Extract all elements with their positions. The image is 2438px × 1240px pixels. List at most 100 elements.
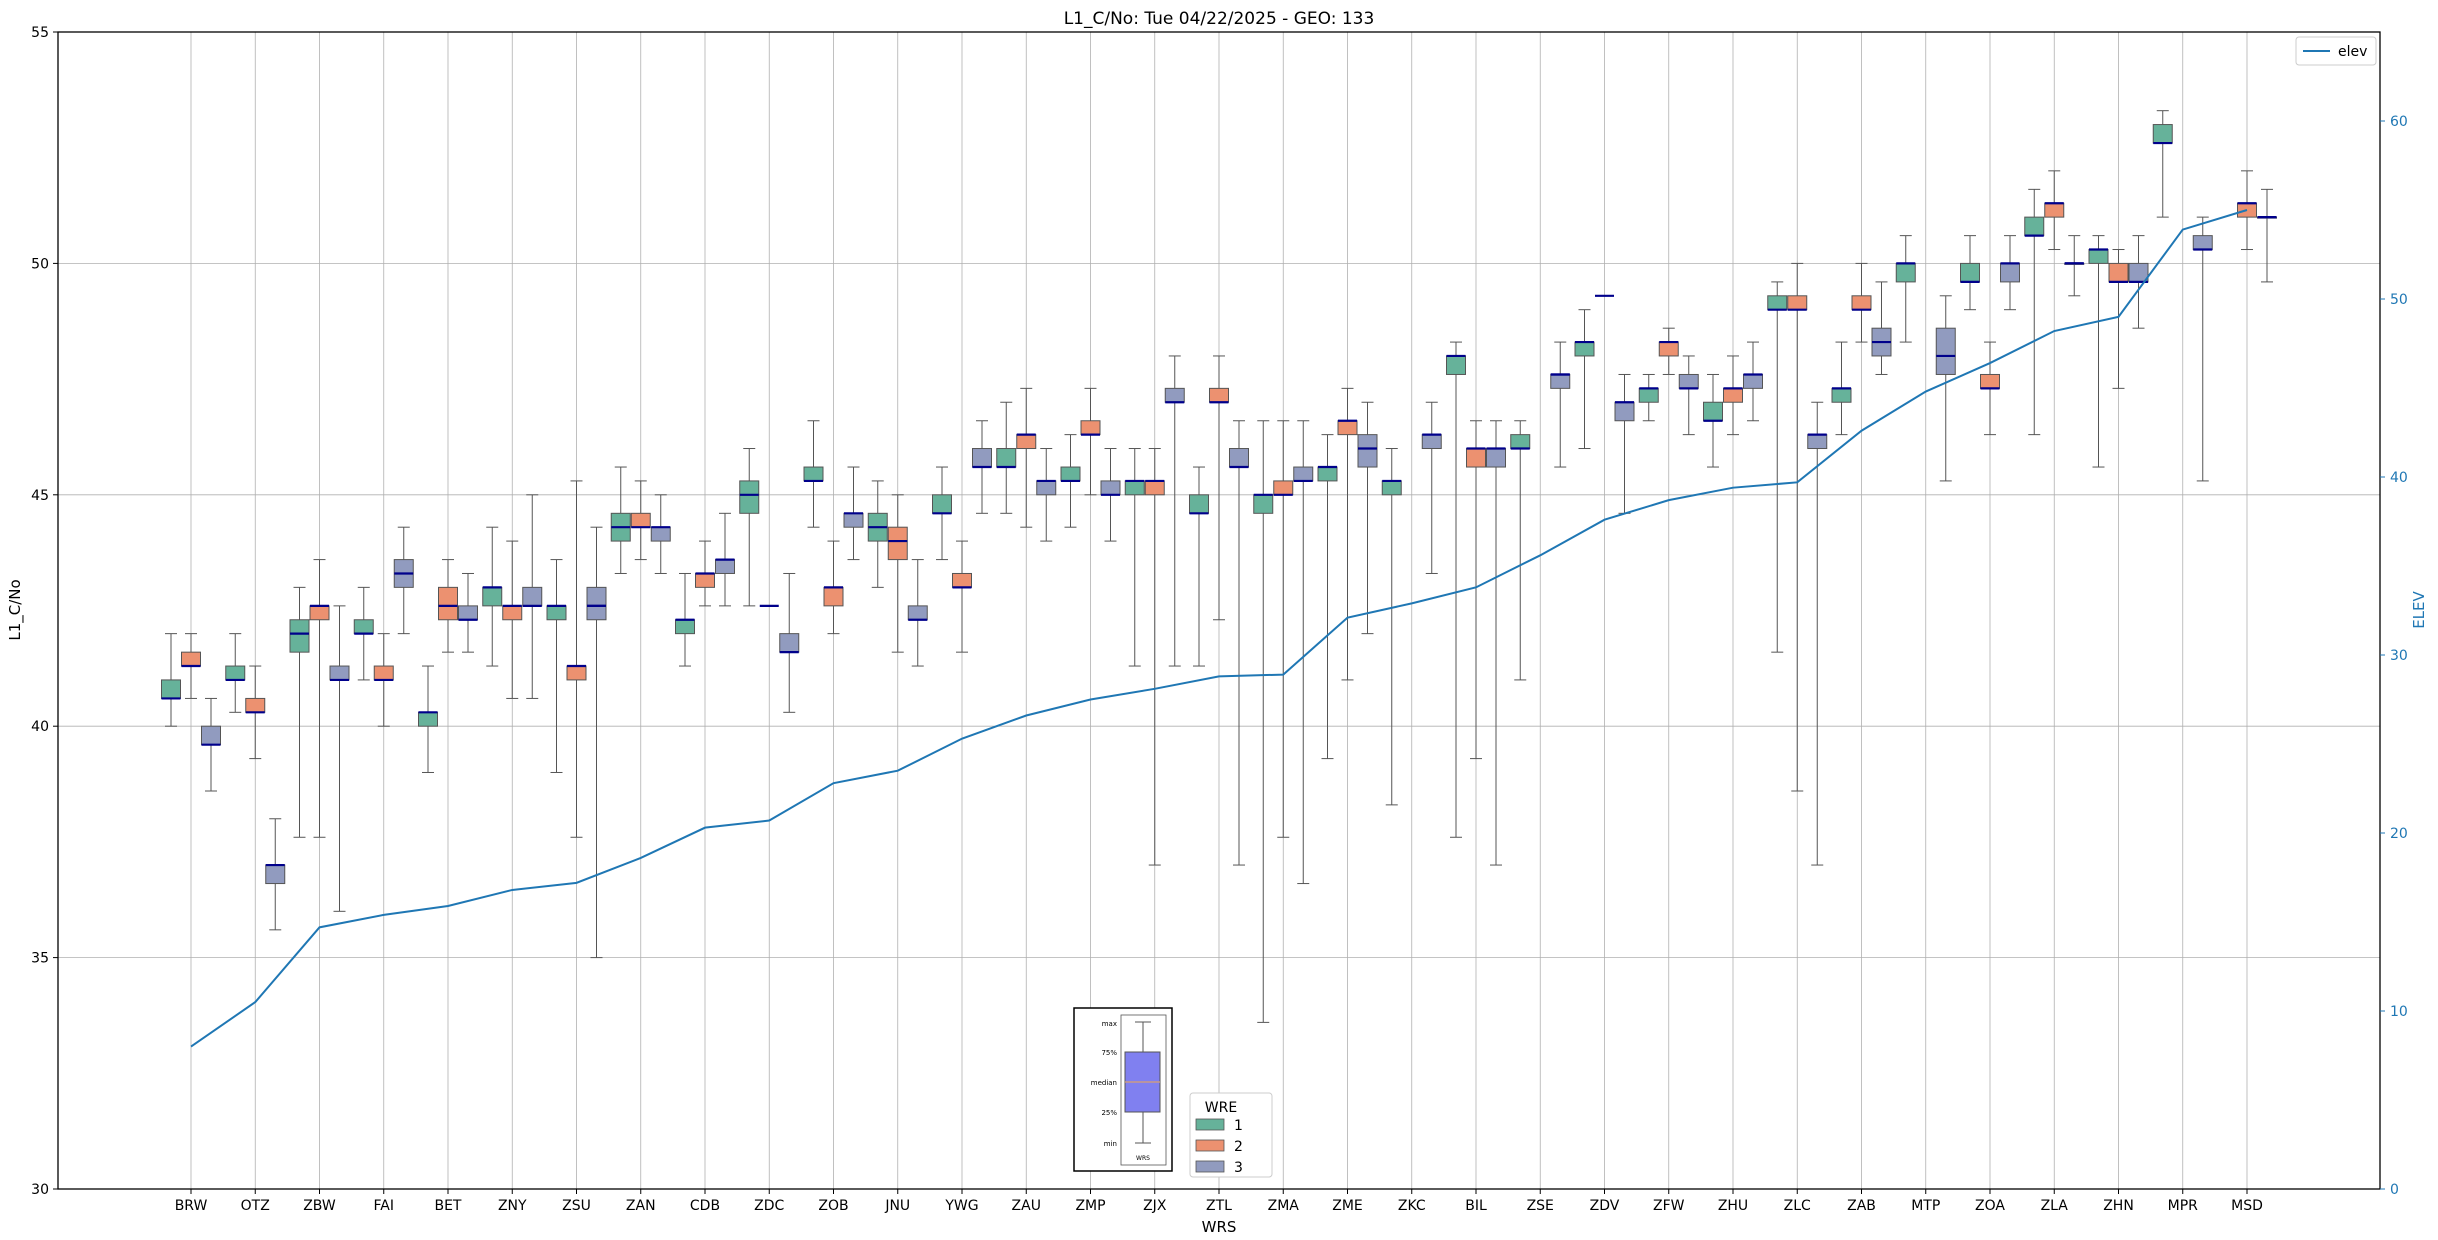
box-group: [458, 572, 478, 653]
box-group: [1100, 448, 1121, 542]
box-group: [2152, 110, 2173, 218]
box-iqr: [265, 864, 286, 885]
box-iqr: [1209, 387, 1229, 403]
x-tick-label: ZJX: [1143, 1198, 1167, 1214]
box-iqr: [1787, 295, 1808, 311]
box-group: [1060, 434, 1081, 528]
y-tick-label: 30: [31, 1182, 49, 1198]
box-iqr: [803, 466, 824, 482]
box-iqr: [1293, 466, 1314, 482]
box-iqr: [996, 448, 1017, 468]
box-group: [1381, 448, 1402, 806]
x-tick-label: ZHU: [1718, 1198, 1748, 1214]
box-group: [887, 494, 908, 653]
box-group: [2044, 170, 2065, 251]
box-iqr: [1144, 480, 1165, 496]
box-iqr: [245, 697, 266, 713]
box-iqr: [373, 665, 394, 681]
box-iqr: [458, 605, 478, 621]
box-group: [715, 512, 735, 607]
y2-tick-label: 50: [2390, 292, 2408, 308]
box-iqr: [1060, 466, 1081, 482]
box-key-label-25: 25%: [1101, 1109, 1117, 1117]
box-iqr: [1421, 434, 1442, 450]
x-tick-label: JNU: [884, 1198, 910, 1214]
box-group: [1124, 448, 1145, 667]
box-group: [502, 540, 523, 699]
box-group: [1980, 341, 2000, 436]
y-axis-right: 0 10 20 30 40 50 60: [2380, 114, 2408, 1198]
x-tick-label: ZLA: [2041, 1198, 2069, 1214]
box-iqr: [1466, 448, 1486, 468]
box-group: [522, 494, 543, 699]
box-group: [907, 559, 928, 667]
box-group: [1960, 235, 1980, 311]
box-key-inset: max 75% median 25% min WRS: [1073, 1007, 1173, 1172]
y-tick-label: 55: [31, 25, 49, 41]
box-group: [675, 572, 695, 667]
wre-legend-swatch-2: [1195, 1139, 1225, 1152]
box-group: [1466, 420, 1486, 760]
box-iqr: [438, 586, 458, 621]
y-tick-label: 45: [31, 488, 49, 504]
box-iqr: [522, 586, 543, 607]
box-iqr: [1016, 434, 1037, 450]
box-iqr: [2108, 262, 2129, 283]
box-iqr: [887, 526, 908, 561]
box-iqr: [566, 665, 587, 681]
box-iqr: [181, 651, 201, 667]
box-iqr: [1638, 387, 1659, 403]
box-group: [1209, 355, 1229, 621]
box-iqr: [2152, 124, 2173, 144]
box-iqr: [907, 605, 928, 621]
box-group: [2192, 216, 2213, 482]
box-group: [245, 665, 266, 760]
box-iqr: [353, 619, 374, 635]
box-iqr: [1678, 373, 1699, 389]
box-iqr: [1164, 387, 1185, 403]
box-iqr: [201, 725, 221, 746]
box-key-label-max: max: [1102, 1020, 1117, 1028]
box-iqr: [1189, 494, 1209, 514]
box-iqr: [715, 559, 735, 574]
box-group: [867, 480, 888, 588]
box-group: [1678, 355, 1699, 436]
box-group: [1787, 262, 1808, 792]
y-tick-label: 35: [31, 951, 49, 967]
elev-line: [190, 209, 2248, 1048]
box-group: [438, 559, 458, 653]
box-group: [1614, 373, 1635, 514]
box-group: [1357, 401, 1378, 635]
x-tick-label: ZSE: [1527, 1198, 1554, 1214]
wre-legend: WRE 1 2 3: [1189, 1092, 1273, 1178]
box-iqr: [502, 605, 523, 621]
box-iqr: [1574, 341, 1595, 357]
x-tick-label: MSD: [2231, 1198, 2263, 1214]
box-group: [2000, 235, 2020, 311]
x-tick-label: ZMA: [1268, 1198, 1300, 1214]
wre-legend-frame: [1189, 1092, 1273, 1178]
box-iqr: [2088, 249, 2109, 264]
x-tick-label: ZNY: [498, 1198, 527, 1214]
box-iqr: [650, 526, 671, 542]
x-tick-label: ZKC: [1398, 1198, 1426, 1214]
box-iqr: [1229, 448, 1249, 468]
box-group: [309, 559, 330, 838]
x-tick-label: ZOB: [818, 1198, 848, 1214]
box-iqr: [1807, 434, 1828, 450]
box-group: [1253, 420, 1274, 1023]
x-tick-label: MTP: [1911, 1198, 1940, 1214]
box-group: [393, 526, 414, 635]
box-group: [1935, 295, 1956, 482]
box-iqr: [2192, 235, 2213, 251]
box-group: [2024, 188, 2045, 436]
y2-tick-label: 60: [2390, 114, 2408, 130]
box-iqr: [695, 572, 715, 588]
y2-tick-label: 20: [2390, 826, 2408, 842]
x-tick-label: MPR: [2168, 1198, 2199, 1214]
box-group: [181, 633, 201, 699]
wre-legend-label-3: 3: [1234, 1160, 1243, 1176]
box-group: [843, 466, 864, 561]
box-iqr: [329, 665, 350, 681]
box-iqr: [1935, 327, 1956, 375]
